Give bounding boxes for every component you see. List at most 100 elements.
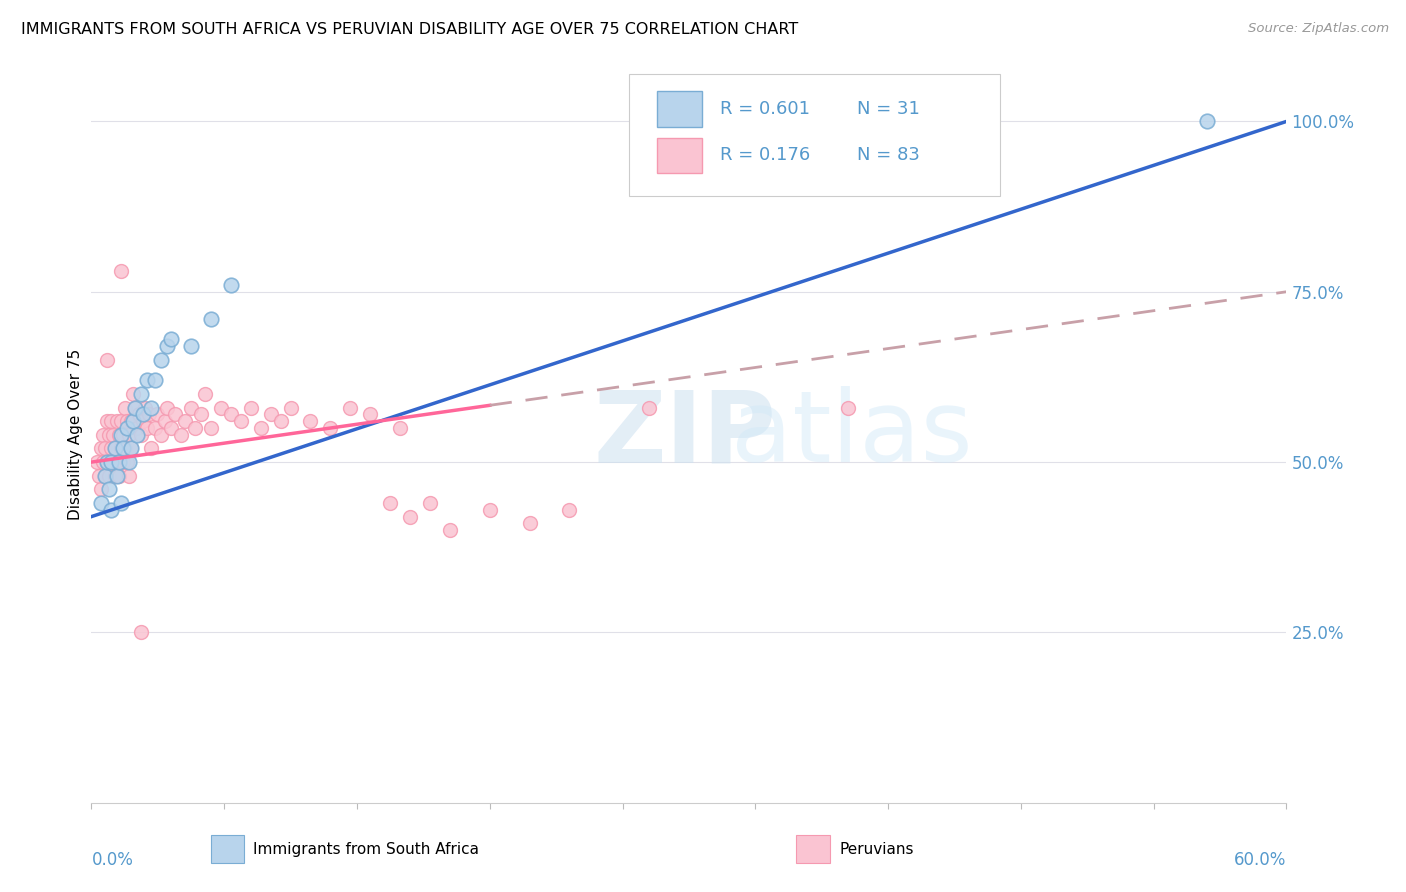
Point	[200, 421, 222, 435]
Point	[141, 401, 162, 415]
Point	[160, 333, 183, 347]
Point	[339, 401, 361, 415]
Point	[118, 468, 141, 483]
Point	[163, 408, 186, 422]
Point	[837, 114, 859, 128]
Point	[122, 414, 145, 428]
Point	[150, 427, 173, 442]
Point	[110, 427, 132, 442]
Point	[219, 408, 242, 422]
Point	[128, 408, 150, 422]
Point	[143, 421, 166, 435]
Point	[112, 455, 135, 469]
Point	[399, 509, 422, 524]
Point	[319, 421, 342, 435]
FancyBboxPatch shape	[630, 74, 1000, 195]
Point	[259, 408, 281, 422]
Point	[108, 468, 131, 483]
FancyBboxPatch shape	[657, 137, 702, 173]
Point	[94, 442, 117, 456]
Point	[190, 408, 212, 422]
Point	[174, 414, 197, 428]
Text: N = 31: N = 31	[858, 100, 921, 118]
Point	[96, 455, 118, 469]
Point	[146, 408, 169, 422]
Point	[96, 455, 118, 469]
Point	[150, 352, 173, 367]
Text: IMMIGRANTS FROM SOUTH AFRICA VS PERUVIAN DISABILITY AGE OVER 75 CORRELATION CHAR: IMMIGRANTS FROM SOUTH AFRICA VS PERUVIAN…	[21, 22, 799, 37]
Point	[96, 414, 118, 428]
Point	[143, 373, 166, 387]
Text: 60.0%: 60.0%	[1234, 851, 1286, 869]
Point	[112, 427, 135, 442]
Text: N = 83: N = 83	[858, 146, 921, 164]
Point	[132, 414, 155, 428]
Point	[105, 455, 128, 469]
Point	[93, 427, 115, 442]
Point	[120, 414, 142, 428]
Point	[104, 442, 127, 456]
Text: Source: ZipAtlas.com: Source: ZipAtlas.com	[1249, 22, 1389, 36]
Point	[170, 427, 193, 442]
Point	[180, 401, 202, 415]
Text: Immigrants from South Africa: Immigrants from South Africa	[253, 842, 478, 856]
Point	[180, 339, 202, 353]
Point	[141, 442, 162, 456]
Point	[90, 442, 112, 456]
Point	[96, 352, 118, 367]
Point	[129, 625, 152, 640]
Point	[105, 468, 128, 483]
Point	[134, 401, 156, 415]
Point	[100, 503, 122, 517]
Point	[105, 414, 128, 428]
Point	[93, 455, 115, 469]
Point	[239, 401, 262, 415]
Point	[118, 427, 141, 442]
Point	[638, 401, 661, 415]
Point	[103, 427, 125, 442]
Point	[194, 387, 217, 401]
Point	[249, 421, 271, 435]
FancyBboxPatch shape	[211, 835, 245, 863]
Point	[108, 455, 131, 469]
Point	[439, 523, 461, 537]
Text: R = 0.601: R = 0.601	[720, 100, 810, 118]
Point	[120, 442, 142, 456]
Point	[115, 421, 138, 435]
Y-axis label: Disability Age Over 75: Disability Age Over 75	[67, 350, 83, 520]
Point	[156, 401, 179, 415]
Point	[98, 468, 121, 483]
Point	[136, 373, 159, 387]
Point	[124, 401, 146, 415]
Point	[127, 421, 149, 435]
Point	[136, 421, 159, 435]
Point	[299, 414, 322, 428]
Point	[90, 483, 112, 497]
Point	[112, 442, 135, 456]
Text: ZIP: ZIP	[593, 386, 776, 483]
Point	[98, 483, 121, 497]
Point	[100, 455, 122, 469]
Point	[108, 427, 131, 442]
Point	[129, 387, 152, 401]
Point	[122, 387, 145, 401]
Point	[132, 408, 155, 422]
Point	[86, 455, 108, 469]
Point	[104, 468, 127, 483]
Point	[389, 421, 412, 435]
Point	[1195, 114, 1218, 128]
Point	[90, 496, 112, 510]
Point	[209, 401, 232, 415]
Text: R = 0.176: R = 0.176	[720, 146, 810, 164]
Point	[200, 312, 222, 326]
Point	[138, 408, 160, 422]
Point	[153, 414, 176, 428]
Point	[103, 455, 125, 469]
Point	[270, 414, 292, 428]
Point	[558, 503, 581, 517]
Point	[110, 496, 132, 510]
Point	[115, 414, 138, 428]
Text: atlas: atlas	[731, 386, 973, 483]
Point	[219, 277, 242, 292]
Point	[110, 442, 132, 456]
